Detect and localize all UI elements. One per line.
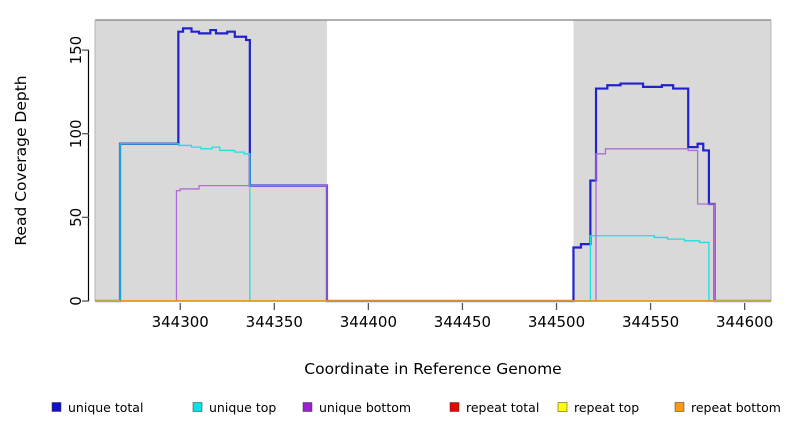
repeat-region-right	[573, 20, 771, 301]
series-unique-total	[95, 27, 771, 303]
legend-swatch-unique-total	[51, 402, 62, 412]
legend-swatch-unique-top	[192, 402, 203, 412]
x-tick-label-344400: 344400	[340, 313, 397, 331]
legend-swatch-repeat-bottom	[674, 402, 685, 412]
legend-swatch-unique-bottom	[302, 402, 313, 412]
axis-layer	[82, 49, 746, 310]
x-axis-title: Coordinate in Reference Genome	[304, 360, 561, 378]
x-tick-label-344550: 344550	[622, 313, 679, 331]
legend-label-unique-top: unique top	[209, 400, 276, 415]
y-tick-label-100: 100	[67, 119, 85, 148]
legend-label-unique-bottom: unique bottom	[319, 400, 411, 415]
legend-layer: unique total unique top unique bottom repea…	[51, 400, 781, 415]
y-tick-label-0: 0	[67, 296, 85, 306]
legend-swatch-repeat-top	[557, 402, 568, 412]
repeat-region-left	[95, 20, 327, 301]
series-unique-top	[95, 143, 771, 302]
axis-labels-layer: 344300 344350 344400 344450 344500 344550 3446…	[12, 36, 773, 378]
legend-label-repeat-top: repeat top	[574, 400, 639, 415]
y-axis-title: Read Coverage Depth	[12, 75, 30, 245]
x-tick-label-344300: 344300	[152, 313, 209, 331]
x-tick-label-344600: 344600	[716, 313, 773, 331]
x-tick-label-344500: 344500	[528, 313, 585, 331]
legend-label-repeat-total: repeat total	[466, 400, 539, 415]
series-layer	[95, 27, 771, 303]
y-tick-label-150: 150	[67, 36, 85, 65]
y-tick-label-50: 50	[67, 208, 85, 227]
x-tick-label-344450: 344450	[434, 313, 491, 331]
x-tick-label-344350: 344350	[246, 313, 303, 331]
legend-swatch-repeat-total	[449, 402, 460, 412]
legend-label-repeat-bottom: repeat bottom	[691, 400, 781, 415]
shaded-regions-layer	[94, 19, 772, 301]
legend-label-unique-total: unique total	[68, 400, 143, 415]
